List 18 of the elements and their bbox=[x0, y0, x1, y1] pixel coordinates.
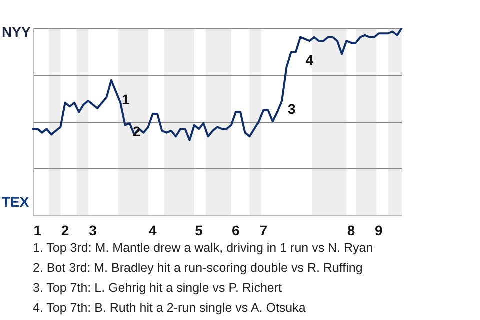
text: TEX bbox=[2, 194, 30, 210]
text: 1. Top 3rd: M. Mantle drew a walk, driving in 1 run vs N. Ryan bbox=[33, 240, 374, 257]
x-tick-label: 3 bbox=[89, 222, 98, 238]
text: 4. Top 7th: B. Ruth hit a 2-run single vs A. Otsuka bbox=[33, 300, 307, 317]
annotation: 1 bbox=[122, 92, 130, 108]
x-tick-label: 8 bbox=[347, 222, 356, 238]
x-tick-label: 1 bbox=[34, 222, 42, 238]
text: 3. Top 7th: L. Gehrig hit a single vs P. Richert bbox=[33, 280, 283, 297]
annotation: 3 bbox=[288, 100, 296, 117]
x-tick-label: 7 bbox=[260, 222, 268, 238]
x-tick-label: 9 bbox=[375, 222, 384, 238]
text: NYY bbox=[2, 24, 32, 40]
text: 2. Bot 3rd: M. Bradley hit a run-scoring double vs R. Ruffing bbox=[33, 260, 364, 277]
x-tick-label: 2 bbox=[61, 222, 70, 238]
x-tick-label: 6 bbox=[232, 222, 240, 238]
annotation: 4 bbox=[306, 52, 314, 68]
x-tick-label: 4 bbox=[149, 222, 158, 238]
x-tick-label: 5 bbox=[195, 222, 204, 238]
